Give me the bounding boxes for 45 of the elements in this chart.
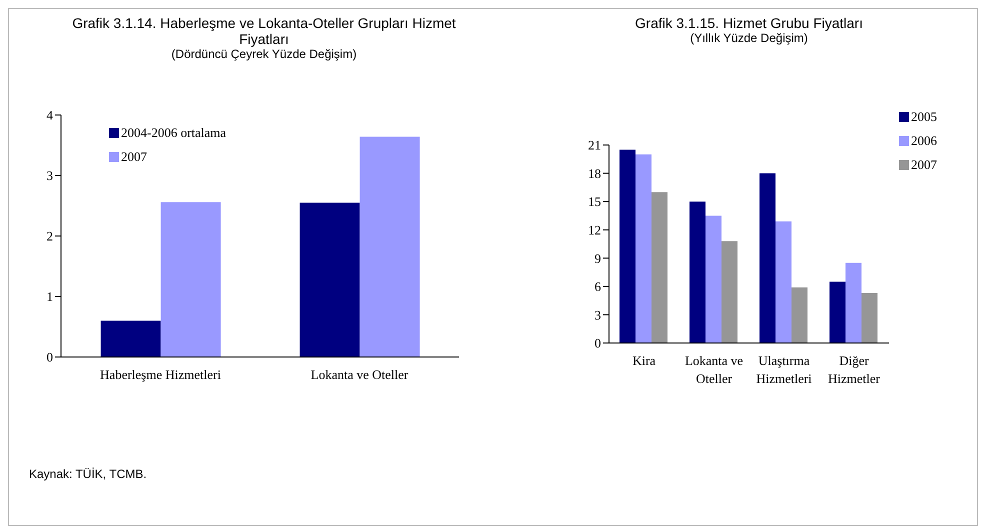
x-tick-label: Lokanta ve Oteller bbox=[310, 367, 409, 382]
x-tick-label: Kira bbox=[632, 353, 656, 368]
y-tick-label: 3 bbox=[594, 307, 601, 322]
x-tick-label: Ulaştırma Hizmetleri bbox=[756, 353, 812, 386]
bar bbox=[160, 202, 221, 357]
bar bbox=[360, 136, 420, 357]
y-tick-label: 12 bbox=[588, 222, 601, 238]
x-tick-label: Haberleşme Hizmetleri bbox=[100, 367, 222, 382]
y-tick-label: 4 bbox=[46, 108, 54, 123]
legend-label: 2005 bbox=[911, 109, 937, 125]
y-tick-label: 6 bbox=[594, 279, 602, 294]
chart-subtitle: (Dördüncü Çeyrek Yüzde Değişim) bbox=[170, 47, 358, 61]
x-tick-label: Diğer Hizmetler bbox=[828, 353, 881, 386]
bar bbox=[846, 262, 862, 343]
y-tick-label: 1 bbox=[46, 289, 53, 304]
legend-label: 2006 bbox=[911, 133, 937, 149]
bar bbox=[636, 154, 652, 343]
y-tick-label: 3 bbox=[46, 168, 53, 184]
chart-title: Grafik 3.1.15. Hizmet Grubu Fiyatları bbox=[634, 15, 864, 31]
y-tick-label: 0 bbox=[46, 350, 53, 365]
y-tick-label: 2 bbox=[46, 228, 53, 244]
legend-label: 2004-2006 ortalama bbox=[121, 125, 226, 141]
bar bbox=[620, 150, 636, 343]
y-tick-label: 15 bbox=[588, 194, 601, 210]
y-tick-label: 21 bbox=[588, 138, 601, 153]
bar bbox=[722, 241, 738, 343]
bar bbox=[760, 173, 776, 343]
bar bbox=[706, 216, 722, 343]
bar bbox=[862, 293, 878, 343]
y-tick-label: 0 bbox=[594, 336, 601, 351]
bar bbox=[652, 192, 668, 343]
x-tick-label: Lokanta ve Oteller bbox=[684, 353, 744, 386]
chart-subtitle: (Yıllık Yüzde Değişim) bbox=[689, 31, 809, 45]
bar bbox=[690, 202, 706, 343]
y-tick-label: 18 bbox=[588, 166, 601, 181]
bar bbox=[830, 282, 846, 343]
legend-label: 2007 bbox=[911, 157, 937, 173]
chart-title: Grafik 3.1.14. Haberleşme ve Lokanta-Oteller Grupları Hizmet Fiyatları bbox=[71, 15, 457, 47]
y-tick-label: 9 bbox=[594, 250, 601, 266]
bar bbox=[100, 320, 161, 357]
legend-label: 2007 bbox=[121, 149, 147, 165]
bar bbox=[776, 221, 792, 343]
bar bbox=[792, 287, 808, 343]
bar bbox=[300, 202, 360, 357]
text: Kaynak: TÜİK, TCMB. bbox=[29, 467, 148, 481]
